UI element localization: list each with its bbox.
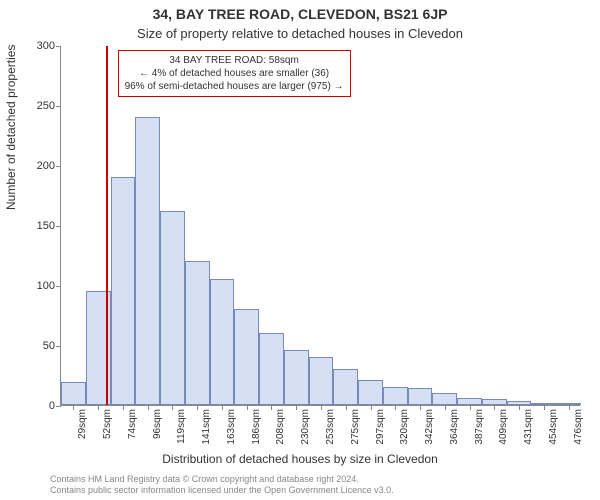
x-tick <box>148 405 149 410</box>
attribution-text: Contains HM Land Registry data © Crown c… <box>50 474 590 497</box>
attribution-line2: Contains public sector information licen… <box>50 485 590 496</box>
histogram-bar <box>457 398 482 405</box>
x-tick-label: 275sqm <box>350 409 361 445</box>
histogram-bar <box>111 177 136 405</box>
x-tick <box>569 405 570 410</box>
x-tick <box>197 405 198 410</box>
histogram-bar <box>234 309 259 405</box>
x-tick <box>544 405 545 410</box>
x-tick-label: 409sqm <box>498 409 509 445</box>
plot-region: 05010015020025030029sqm52sqm74sqm96sqm11… <box>60 46 580 406</box>
x-tick-label: 387sqm <box>474 409 485 445</box>
x-tick-label: 141sqm <box>201 409 212 445</box>
x-tick <box>420 405 421 410</box>
x-tick-label: 476sqm <box>573 409 584 445</box>
property-size-marker <box>106 46 108 405</box>
histogram-bar <box>383 387 408 405</box>
x-tick-label: 96sqm <box>152 409 163 439</box>
attribution-line1: Contains HM Land Registry data © Crown c… <box>50 474 590 485</box>
x-tick <box>271 405 272 410</box>
x-tick <box>470 405 471 410</box>
histogram-bar <box>210 279 235 405</box>
x-tick <box>247 405 248 410</box>
y-tick-label: 200 <box>19 160 55 172</box>
y-tick-label: 300 <box>19 40 55 52</box>
x-tick-label: 186sqm <box>251 409 262 445</box>
x-tick-label: 454sqm <box>548 409 559 445</box>
histogram-bar <box>259 333 284 405</box>
y-tick <box>56 286 61 287</box>
x-tick <box>123 405 124 410</box>
x-tick-label: 253sqm <box>325 409 336 445</box>
x-tick <box>321 405 322 410</box>
x-tick <box>346 405 347 410</box>
title-sub: Size of property relative to detached ho… <box>0 26 600 41</box>
histogram-bar <box>284 350 309 405</box>
title-main: 34, BAY TREE ROAD, CLEVEDON, BS21 6JP <box>0 6 600 22</box>
x-tick <box>494 405 495 410</box>
histogram-bar <box>160 211 185 405</box>
x-tick-label: 163sqm <box>226 409 237 445</box>
histogram-bar <box>185 261 210 405</box>
x-tick-label: 208sqm <box>275 409 286 445</box>
histogram-bar <box>61 382 86 405</box>
y-tick <box>56 226 61 227</box>
x-tick-label: 342sqm <box>424 409 435 445</box>
x-tick <box>73 405 74 410</box>
y-tick <box>56 166 61 167</box>
x-tick-label: 320sqm <box>399 409 410 445</box>
y-tick-label: 150 <box>19 220 55 232</box>
histogram-bar <box>358 380 383 405</box>
x-tick-label: 431sqm <box>523 409 534 445</box>
x-tick <box>222 405 223 410</box>
x-tick <box>395 405 396 410</box>
annotation-line: 96% of semi-detached houses are larger (… <box>125 80 344 93</box>
x-tick <box>371 405 372 410</box>
x-tick <box>98 405 99 410</box>
x-tick-label: 74sqm <box>127 409 138 439</box>
x-tick-label: 230sqm <box>300 409 311 445</box>
x-tick <box>445 405 446 410</box>
y-tick <box>56 106 61 107</box>
x-tick-label: 119sqm <box>176 409 187 444</box>
annotation-box: 34 BAY TREE ROAD: 58sqm← 4% of detached … <box>118 50 351 97</box>
y-tick <box>56 346 61 347</box>
y-tick-label: 0 <box>19 400 55 412</box>
y-tick-label: 50 <box>19 340 55 352</box>
y-tick <box>56 46 61 47</box>
histogram-bar <box>408 388 433 405</box>
annotation-line: ← 4% of detached houses are smaller (36) <box>125 67 344 80</box>
annotation-line: 34 BAY TREE ROAD: 58sqm <box>125 54 344 67</box>
histogram-bar <box>333 369 358 405</box>
histogram-bar <box>135 117 160 405</box>
x-tick-label: 297sqm <box>375 409 386 445</box>
x-tick <box>296 405 297 410</box>
x-tick-label: 52sqm <box>102 409 113 439</box>
x-tick-label: 364sqm <box>449 409 460 445</box>
x-tick <box>172 405 173 410</box>
y-tick-label: 250 <box>19 100 55 112</box>
page-root: 34, BAY TREE ROAD, CLEVEDON, BS21 6JP Si… <box>0 0 600 500</box>
y-tick <box>56 406 61 407</box>
y-tick-label: 100 <box>19 280 55 292</box>
y-axis-label: Number of detached properties <box>4 45 18 210</box>
x-tick-label: 29sqm <box>77 409 88 439</box>
chart-area: 05010015020025030029sqm52sqm74sqm96sqm11… <box>60 46 580 406</box>
histogram-bar <box>309 357 334 405</box>
x-axis-label: Distribution of detached houses by size … <box>0 452 600 466</box>
x-tick <box>519 405 520 410</box>
histogram-bar <box>432 393 457 405</box>
